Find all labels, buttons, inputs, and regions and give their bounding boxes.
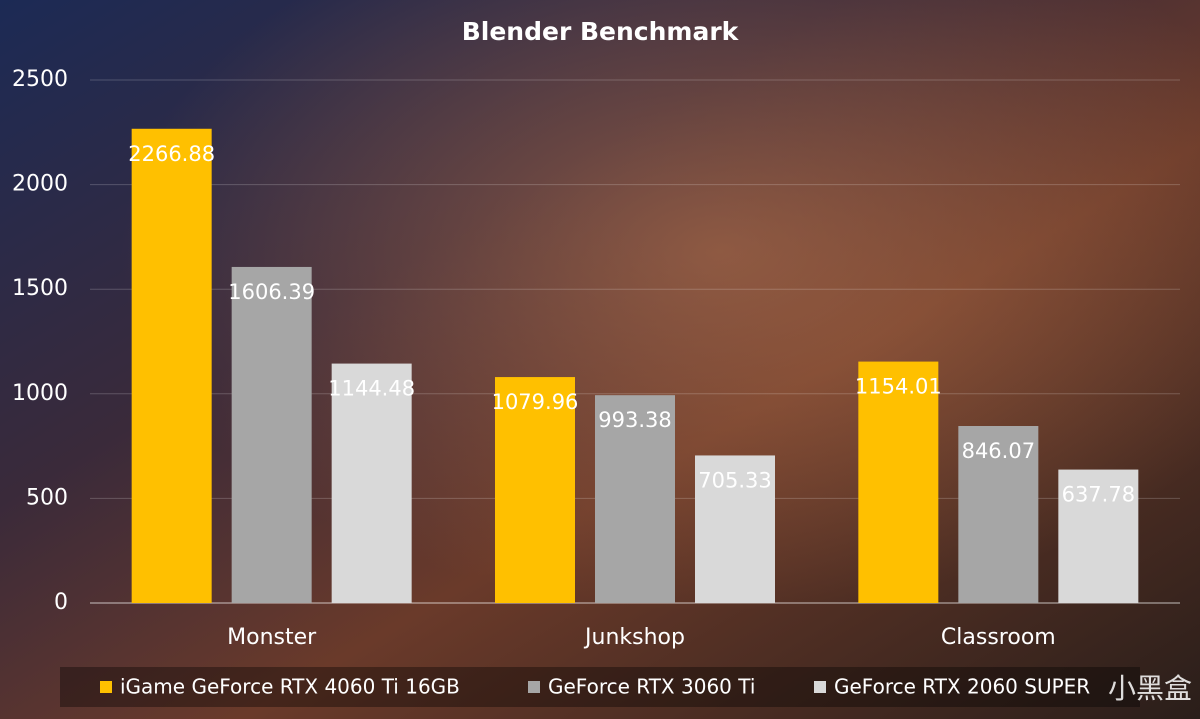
legend-label: GeForce RTX 2060 SUPER	[834, 675, 1090, 699]
data-label: 705.33	[698, 468, 771, 492]
legend-swatch	[100, 681, 112, 693]
bar	[595, 395, 675, 603]
legend-background	[60, 667, 1140, 707]
data-label: 1154.01	[855, 375, 942, 399]
bar	[131, 128, 212, 603]
legend-label: GeForce RTX 3060 Ti	[548, 675, 755, 699]
data-label: 1606.39	[228, 280, 315, 304]
x-tick-label: Classroom	[941, 625, 1056, 650]
legend-swatch	[814, 681, 826, 693]
x-tick-label: Junkshop	[583, 625, 685, 650]
data-label: 637.78	[1062, 483, 1135, 507]
data-label: 993.38	[598, 408, 671, 432]
data-label: 2266.88	[128, 142, 215, 166]
bar	[495, 377, 575, 603]
legend-swatch	[528, 681, 540, 693]
watermark: 小黑盒	[1108, 672, 1192, 705]
data-label: 846.07	[962, 439, 1035, 463]
bar	[858, 361, 939, 603]
data-label: 1079.96	[492, 390, 579, 414]
x-tick-label: Monster	[227, 625, 317, 650]
chart-title: Blender Benchmark	[462, 17, 740, 46]
y-tick-label: 500	[26, 485, 68, 510]
y-tick-label: 1500	[12, 276, 68, 301]
data-label: 1144.48	[328, 377, 415, 401]
y-tick-label: 2500	[12, 67, 68, 92]
bar	[331, 363, 412, 603]
y-tick-label: 1000	[12, 381, 68, 406]
y-tick-label: 2000	[12, 172, 68, 197]
bar	[958, 426, 1039, 603]
legend-label: iGame GeForce RTX 4060 Ti 16GB	[120, 675, 460, 699]
bar	[1058, 469, 1139, 603]
y-tick-label: 0	[54, 590, 68, 615]
bar	[695, 455, 775, 603]
bar	[231, 266, 312, 603]
